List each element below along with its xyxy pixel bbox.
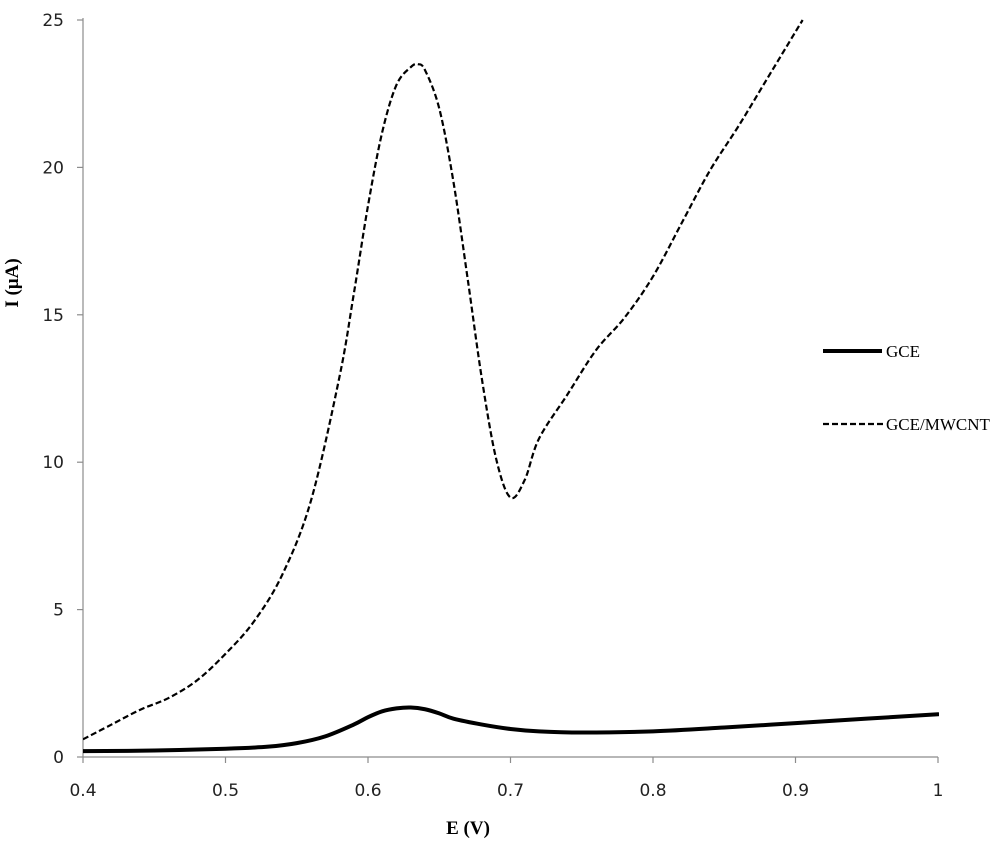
y-tick-label: 5	[53, 601, 64, 621]
legend: GCE GCE/MWCNT	[823, 342, 991, 434]
x-tick-label: 0.9	[782, 781, 809, 801]
x-tick-label: 0.4	[69, 781, 96, 801]
y-axis-ticks: 0 5 10 15 20 25	[42, 11, 83, 768]
series-lines	[83, 19, 939, 754]
x-axis-ticks: 0.4 0.5 0.6 0.7 0.8 0.9 1	[69, 757, 943, 801]
x-tick-label: 0.5	[212, 781, 239, 801]
y-tick-label: 25	[42, 11, 64, 31]
y-axis-label: I (μA)	[2, 258, 23, 307]
legend-label-gce: GCE	[886, 342, 920, 361]
y-tick-label: 0	[53, 748, 64, 768]
series-line-gce	[83, 705, 939, 754]
axes	[82, 18, 938, 758]
legend-label-gce-mwcnt: GCE/MWCNT	[886, 415, 991, 434]
x-tick-label: 0.7	[497, 781, 524, 801]
series-line-gce-mwcnt	[83, 19, 804, 741]
y-tick-label: 10	[42, 453, 64, 473]
x-tick-label: 1	[933, 781, 944, 801]
x-axis-label: E (V)	[446, 818, 490, 839]
y-tick-label: 15	[42, 306, 64, 326]
y-tick-label: 20	[42, 158, 64, 178]
x-tick-label: 0.8	[639, 781, 666, 801]
x-tick-label: 0.6	[354, 781, 381, 801]
